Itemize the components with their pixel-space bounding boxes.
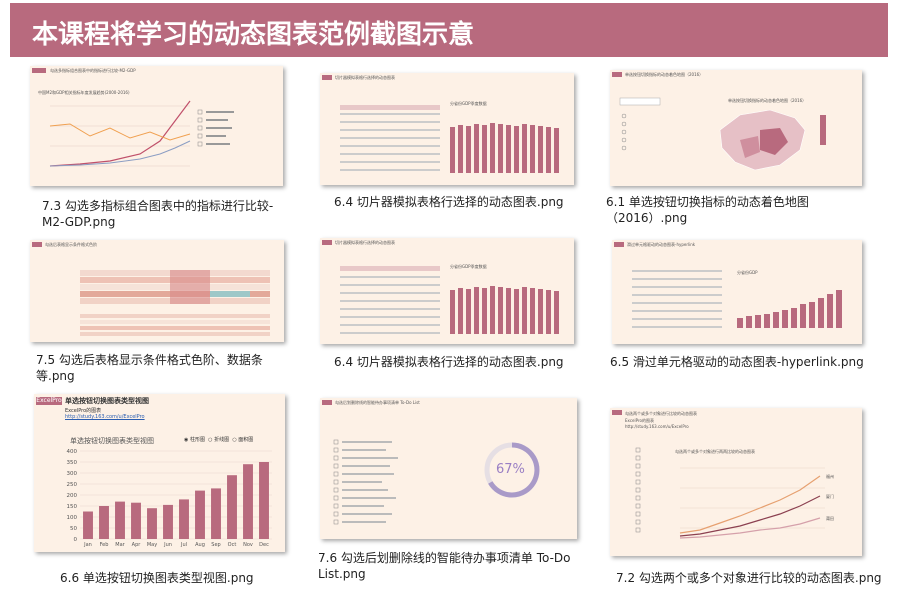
heatmap-table-preview: 勾选后表格显示条件格式色阶 — [32, 241, 270, 336]
thumbnail-6-5[interactable]: 滑过单元格驱动的动态图表-hyperlink 分省份GDP — [612, 240, 862, 344]
thumb-chart-title: 分省份GDP — [737, 269, 758, 275]
x-tick-label: Apr — [132, 542, 142, 548]
thumb-chart-title: 勾选两个或多个对象进行两两比较的动态图表 — [675, 448, 755, 454]
header-banner: 本课程将学习的动态图表范例截图示意 — [10, 3, 888, 57]
radio-area[interactable]: ○ 面积图 — [232, 437, 254, 443]
thumbnail-7-5[interactable]: 勾选后表格显示条件格式色阶 — [30, 240, 284, 342]
bar-sep — [211, 488, 221, 539]
x-tick-label: Aug — [195, 542, 205, 548]
caption-7-5: 7.5 勾选后表格显示条件格式色阶、数据条等.png — [36, 353, 263, 383]
y-tick-label: 0 — [74, 537, 78, 543]
compare-line-preview: 勾选两个或多个对象进行比较的动态图表 ExcelPro的图表 http://st… — [612, 410, 834, 539]
caption-7-3: 7.3 勾选多指标组合图表中的指标进行比较-M2-GDP.png — [42, 199, 274, 229]
x-tick-label: Oct — [228, 542, 237, 548]
caption-6-5: 6.5 滑过单元格驱动的动态图表-hyperlink.png — [610, 355, 864, 369]
thumbnail-6-1[interactable]: 单选按钮切换指标的动态着色地图（2016） 单选按钮切换指标的动态着色地图（20… — [610, 70, 862, 186]
x-tick-label: Nov — [243, 542, 253, 548]
radio-group: ◉ 柱形图 ○ 折线图 ○ 面积图 — [184, 436, 253, 443]
y-tick-label: 300 — [67, 471, 78, 477]
thumbnail-6-4-a[interactable]: 切片器模拟表格行选择的动态图表 分省份GDP季度数据 — [320, 73, 574, 185]
x-tick-label: Dec — [259, 542, 269, 548]
thumb-title: 单选按钮切换图表类型视图 — [65, 397, 149, 405]
thumb-chart-title: 分省份GDP季度数据 — [450, 263, 487, 269]
thumb-title: 切片器模拟表格行选择的动态图表 — [335, 74, 395, 80]
x-tick-label: May — [147, 542, 157, 548]
chart-title: 单选按钮切换图表类型视图 — [70, 437, 154, 445]
thumbnail-7-3[interactable]: 勾选多指标组合图表中的指标进行比较-M2-GDP 中国M2和GDP相关指标年度发… — [30, 66, 283, 186]
bar-dec — [259, 462, 269, 539]
caption-7-6: 7.6 勾选后划删除线的智能待办事项清单 To-Do List.png — [318, 551, 571, 581]
bar-aug — [195, 490, 205, 539]
thumb-chart-title: 单选按钮切换指标的动态着色地图（2016） — [728, 97, 806, 103]
x-tick-label: Jul — [180, 542, 187, 548]
bar-oct — [227, 475, 237, 539]
thumb-link: http://study.163.com/u/ExcelPro — [625, 424, 689, 429]
bar-jun — [163, 504, 173, 539]
caption-7-2: 7.2 勾选两个或多个对象进行比较的动态图表.png — [616, 571, 882, 585]
hyperlink-chart-preview: 滑过单元格驱动的动态图表-hyperlink 分省份GDP — [614, 241, 842, 328]
caption-6-4-b: 6.4 切片器模拟表格行选择的动态图表.png — [334, 355, 564, 369]
caption-6-1: 6.1 单选按钮切换指标的动态着色地图（2016）.png — [606, 195, 809, 225]
caption-6-6: 6.6 单选按钮切换图表类型视图.png — [60, 571, 254, 585]
bar-feb — [99, 506, 109, 539]
thumb-title: 勾选多指标组合图表中的指标进行比较-M2-GDP — [50, 67, 136, 73]
thumb-chart-title: 中国M2和GDP相关指标年度发展趋势(2000-2016) — [38, 89, 130, 95]
radio-line[interactable]: ○ 折线图 — [208, 437, 230, 443]
table-bar-preview: 切片器模拟表格行选择的动态图表 分省份GDP季度数据 — [322, 74, 559, 173]
map-preview: 单选按钮切换指标的动态着色地图（2016） 单选按钮切换指标的动态着色地图（20… — [612, 71, 826, 171]
thumb-subtitle: ExcelPro的图表 — [625, 417, 654, 423]
thumb-title: 勾选两个或多个对象进行比较的动态图表 — [625, 410, 697, 416]
x-tick-label: Jun — [163, 542, 172, 548]
thumbnail-6-4-b[interactable]: 切片器模拟表格行选择的动态图表 分省份GDP季度数据 — [320, 238, 574, 344]
bar-apr — [131, 502, 141, 539]
thumb-title: 切片器模拟表格行选择的动态图表 — [335, 239, 395, 245]
progress-percent: 67% — [496, 462, 525, 477]
thumb-title: 勾选后表格显示条件格式色阶 — [45, 241, 97, 247]
thumb-title: 单选按钮切换指标的动态着色地图（2016） — [625, 71, 703, 77]
excelpro-logo: ExcelPro — [36, 397, 62, 405]
y-tick-label: 400 — [67, 449, 78, 455]
thumb-chart-title: 分省份GDP季度数据 — [450, 100, 487, 106]
y-tick-label: 150 — [67, 504, 78, 510]
x-tick-label: Mar — [115, 542, 125, 548]
todo-list-preview: 勾选后划删除线的智能待办事项清单 To-Do List — [322, 399, 540, 525]
y-tick-label: 200 — [67, 493, 78, 499]
bar-jul — [179, 499, 189, 539]
series-label-1: 福州 — [826, 473, 834, 479]
x-tick-label: Feb — [100, 542, 109, 548]
thumbnail-7-6[interactable]: 勾选后划删除线的智能待办事项清单 To-Do List 67% — [320, 398, 577, 539]
caption-6-4-a: 6.4 切片器模拟表格行选择的动态图表.png — [334, 195, 564, 209]
table-bar-preview: 切片器模拟表格行选择的动态图表 分省份GDP季度数据 — [322, 239, 559, 334]
bar-may — [147, 508, 157, 539]
y-tick-label: 50 — [70, 526, 77, 532]
bar-mar — [115, 501, 125, 539]
thumb-title: 勾选后划删除线的智能待办事项清单 To-Do List — [335, 399, 420, 405]
bar-jan — [83, 511, 93, 539]
thumbnail-6-6[interactable]: ExcelPro 单选按钮切换图表类型视图 ExcelPro的图表 http:/… — [34, 394, 285, 552]
thumb-subtitle: ExcelPro的图表 — [65, 408, 102, 414]
series-label-3: 莆田 — [826, 515, 834, 521]
x-tick-label: Sep — [211, 542, 220, 548]
bar-chart: 0 50 100 150 200 250 300 350 400 Jan Feb Mar Apr May J… — [67, 449, 272, 548]
series-label-2: 厦门 — [826, 493, 834, 499]
thumb-title: 滑过单元格驱动的动态图表-hyperlink — [627, 241, 696, 247]
bar-nov — [243, 464, 253, 539]
y-tick-label: 250 — [67, 482, 78, 488]
x-tick-label: Jan — [83, 542, 92, 548]
radio-bar[interactable]: ◉ 柱形图 — [184, 437, 205, 443]
y-tick-label: 350 — [67, 460, 78, 466]
page-title: 本课程将学习的动态图表范例截图示意 — [32, 20, 475, 50]
y-tick-label: 100 — [67, 515, 78, 521]
thumb-link[interactable]: http://study.163.com/u/ExcelPro — [65, 414, 145, 420]
thumbnail-7-2[interactable]: 勾选两个或多个对象进行比较的动态图表 ExcelPro的图表 http://st… — [610, 408, 862, 556]
line-chart-preview: 勾选多指标组合图表中的指标进行比较-M2-GDP 中国M2和GDP相关指标年度发… — [32, 67, 234, 167]
